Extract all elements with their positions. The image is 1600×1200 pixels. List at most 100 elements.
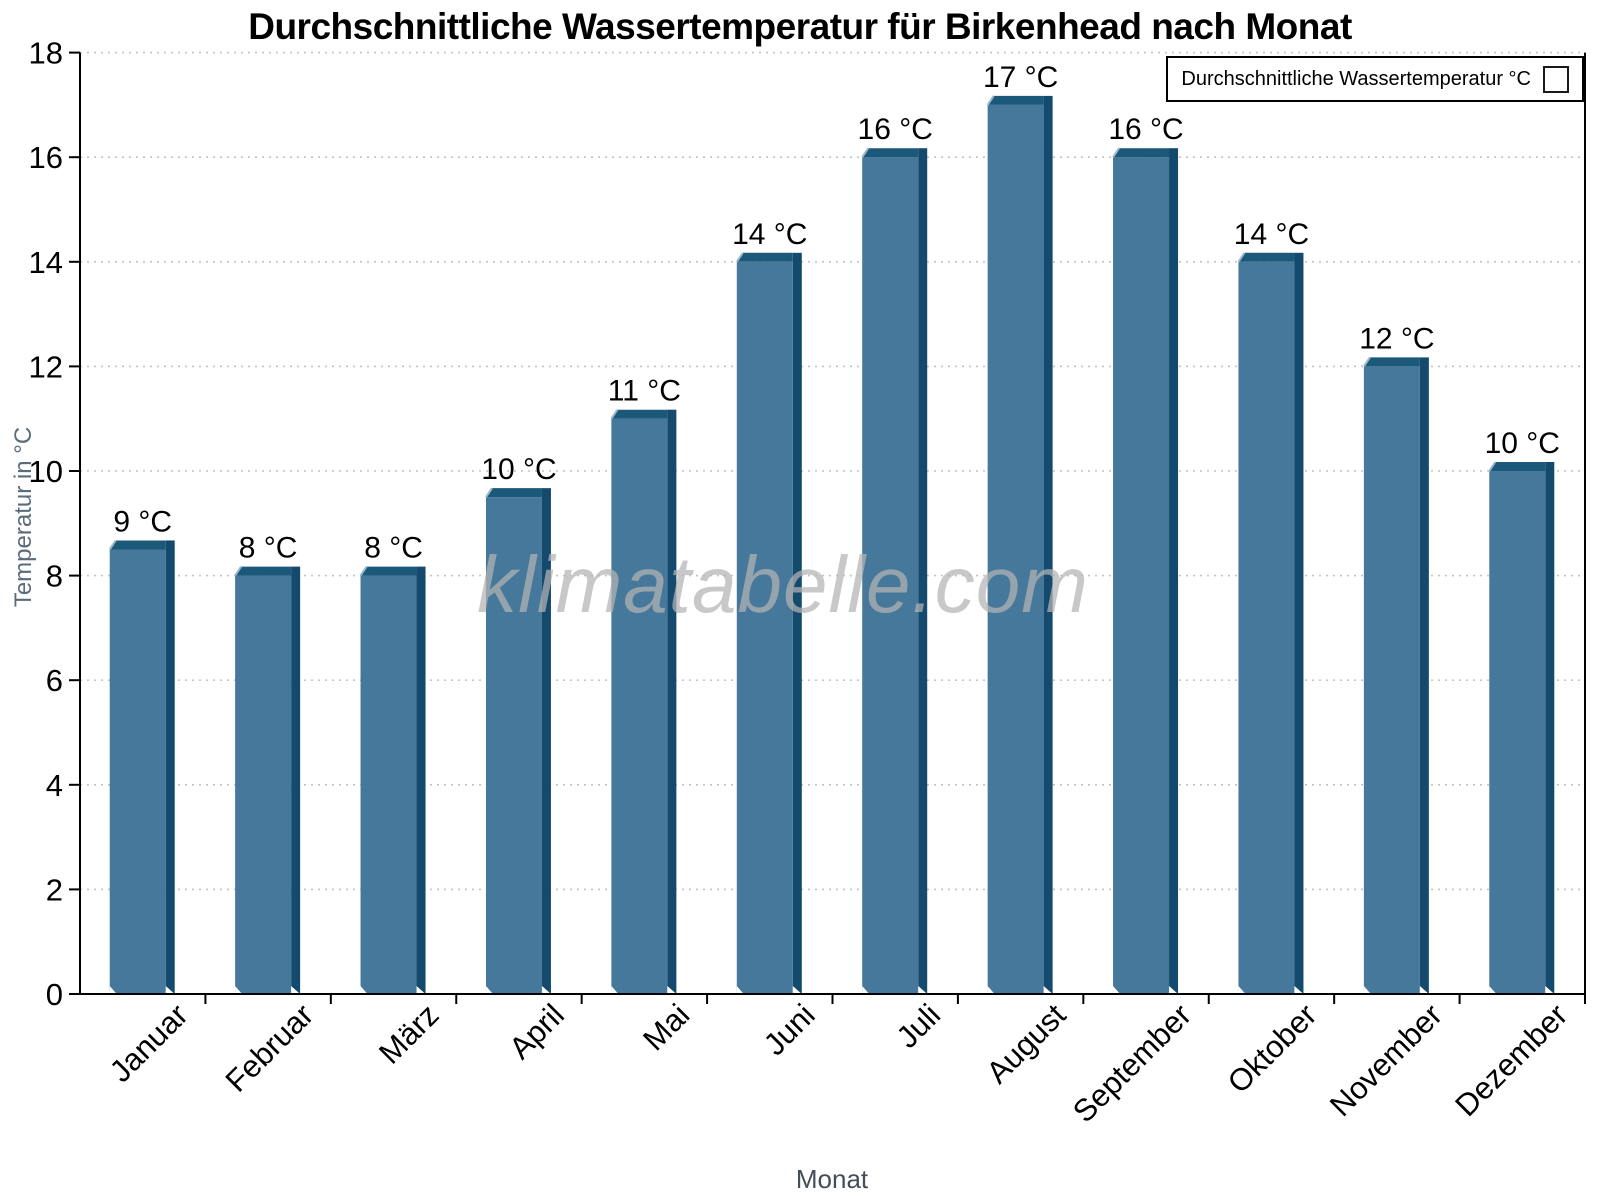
- bar-value-label: 10 °C: [1485, 427, 1560, 460]
- bar-bottom-notch: [736, 986, 744, 994]
- y-tick-label: 8: [46, 559, 63, 594]
- bar-side-bottom-notch: [918, 986, 928, 994]
- bar-value-label: 16 °C: [1108, 113, 1183, 146]
- bar-side: [1419, 357, 1429, 994]
- bar-top: [611, 409, 668, 419]
- bar-bevel-highlight: [735, 252, 744, 263]
- bar-bevel-highlight: [359, 566, 368, 577]
- y-tick-label: 0: [46, 977, 63, 1012]
- bar-side-bottom-notch: [1419, 986, 1429, 994]
- y-tick-label: 6: [46, 663, 63, 698]
- bar-side: [918, 148, 928, 994]
- bar-top: [1113, 148, 1170, 158]
- y-tick-label: 14: [29, 245, 63, 280]
- bar-value-label: 8 °C: [364, 532, 423, 565]
- bar-value-label: 11 °C: [608, 375, 681, 408]
- bar: [862, 157, 919, 994]
- bar-side: [667, 409, 677, 994]
- bar-bevel-highlight: [1363, 356, 1371, 367]
- bar-bevel-highlight: [986, 95, 995, 106]
- bar: [1113, 157, 1170, 994]
- bar-side: [1545, 462, 1555, 994]
- bar-top: [235, 566, 292, 576]
- legend-swatch: [1543, 65, 1569, 93]
- bar: [109, 549, 166, 994]
- bar-bottom-notch: [360, 986, 368, 994]
- x-tick-label: Juni: [757, 997, 822, 1062]
- bar: [1238, 261, 1295, 994]
- bar-bevel-highlight: [610, 409, 619, 420]
- bar: [611, 418, 668, 994]
- bar: [360, 575, 417, 994]
- x-tick-label: April: [502, 997, 571, 1066]
- bar-side: [792, 252, 802, 995]
- bar-top: [1238, 252, 1295, 262]
- bar-side: [291, 566, 301, 994]
- bar-value-label: 8 °C: [239, 532, 298, 565]
- x-tick-label: Oktober: [1221, 997, 1324, 1100]
- bar-side: [165, 540, 175, 994]
- bar: [1489, 471, 1546, 994]
- bar: [736, 261, 793, 994]
- bar-bevel-highlight: [1112, 147, 1120, 158]
- bar-top: [485, 488, 542, 498]
- x-tick-label: Februar: [219, 997, 321, 1099]
- bar-side-bottom-notch: [541, 986, 551, 994]
- x-tick-label: März: [372, 997, 445, 1070]
- bar-top: [360, 566, 417, 576]
- bar-bottom-notch: [235, 986, 243, 994]
- bar-top: [1363, 357, 1420, 367]
- bar-value-label: 14 °C: [1234, 218, 1309, 251]
- x-tick-label: November: [1323, 997, 1449, 1123]
- x-tick-label: Dezember: [1448, 997, 1574, 1123]
- bar-side-bottom-notch: [1169, 986, 1179, 994]
- bar-bevel-highlight: [485, 487, 493, 498]
- bar-bottom-notch: [485, 986, 493, 994]
- bar-top: [736, 252, 793, 262]
- bar-value-label: 10 °C: [481, 453, 556, 486]
- bar-bottom-notch: [611, 986, 619, 994]
- bar-bevel-highlight: [234, 566, 242, 577]
- bar-side-bottom-notch: [291, 986, 301, 994]
- bar-side-bottom-notch: [1545, 986, 1555, 994]
- x-axis-title: Monat: [795, 1164, 869, 1194]
- bar: [485, 497, 542, 994]
- y-tick-label: 12: [29, 349, 63, 384]
- bar-value-label: 12 °C: [1359, 322, 1434, 355]
- bar-bottom-notch: [1363, 986, 1371, 994]
- bar-top: [1489, 462, 1546, 471]
- y-tick-label: 10: [29, 454, 63, 489]
- bar-bevel-highlight: [108, 539, 117, 551]
- bar-bottom-notch: [109, 986, 117, 994]
- bar-value-label: 16 °C: [858, 113, 933, 146]
- x-tick-label: Januar: [103, 997, 195, 1089]
- bar-bottom-notch: [862, 986, 870, 994]
- bar-value-label: 9 °C: [113, 505, 172, 538]
- y-tick-label: 18: [29, 36, 63, 71]
- bar-bottom-notch: [987, 986, 995, 994]
- bar-side-bottom-notch: [165, 986, 175, 994]
- bar-top: [862, 148, 919, 158]
- y-tick-label: 2: [46, 872, 63, 907]
- bar-side: [1043, 95, 1053, 994]
- bar-bottom-notch: [1113, 986, 1121, 994]
- bar-side: [1294, 252, 1304, 995]
- chart-title: Durchschnittliche Wassertemperatur für B…: [248, 6, 1352, 47]
- y-tick-label: 16: [29, 140, 63, 175]
- bar-side-bottom-notch: [1043, 986, 1053, 994]
- bar-bevel-highlight: [1237, 252, 1246, 263]
- bar: [235, 575, 292, 994]
- bar: [987, 104, 1044, 994]
- bar-top: [109, 540, 166, 550]
- bar-value-label: 14 °C: [732, 218, 807, 251]
- bar-side-bottom-notch: [416, 986, 426, 994]
- bar-side: [541, 488, 551, 994]
- bar-side-bottom-notch: [667, 986, 677, 994]
- x-tick-label: August: [980, 997, 1073, 1090]
- x-tick-label: Juli: [890, 997, 948, 1055]
- bar-bevel-highlight: [861, 147, 870, 158]
- bar-bottom-notch: [1489, 986, 1497, 994]
- bar-bottom-notch: [1238, 986, 1246, 994]
- bar-side-bottom-notch: [792, 986, 802, 994]
